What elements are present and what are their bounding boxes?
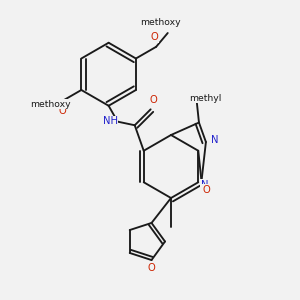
- Text: O: O: [59, 106, 67, 116]
- Text: NH: NH: [103, 116, 118, 126]
- Text: methoxy: methoxy: [140, 18, 181, 27]
- Text: N: N: [201, 180, 208, 190]
- Text: methoxy: methoxy: [30, 100, 70, 109]
- Text: O: O: [149, 95, 157, 105]
- Text: O: O: [148, 263, 155, 273]
- Text: O: O: [202, 184, 210, 195]
- Text: O: O: [151, 32, 158, 42]
- Text: methyl: methyl: [189, 94, 221, 103]
- Text: N: N: [211, 136, 219, 146]
